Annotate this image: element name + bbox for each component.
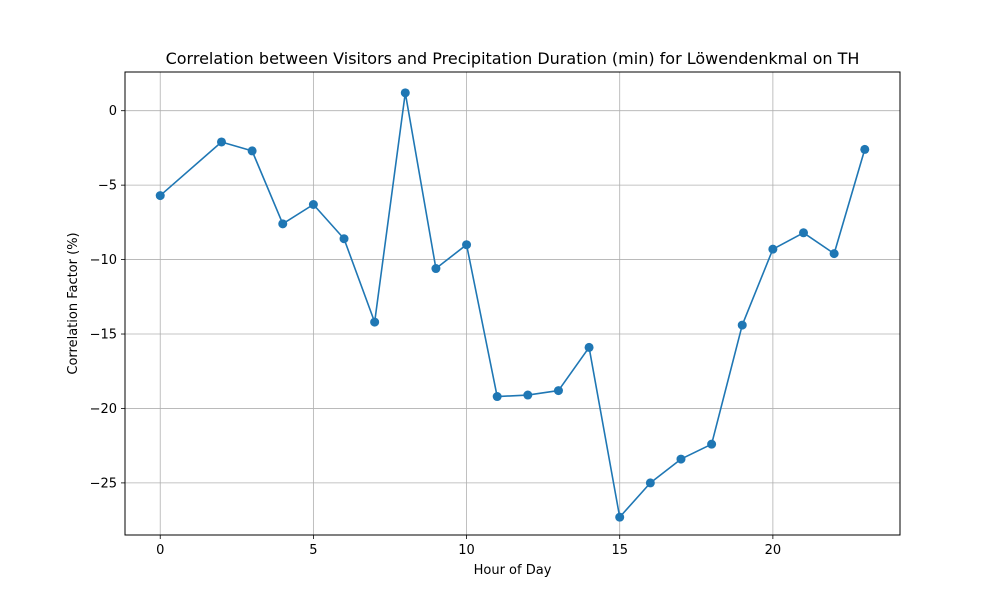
x-tick-label: 0 <box>156 543 164 558</box>
data-point <box>247 146 257 156</box>
data-point <box>339 234 349 244</box>
data-point <box>308 199 318 209</box>
data-point <box>155 191 165 201</box>
data-point <box>492 392 502 402</box>
y-tick-label: −10 <box>90 253 117 268</box>
data-point <box>737 320 747 330</box>
data-point <box>370 317 380 327</box>
axis-ticks: 0 5 10 15 20 0 −5 −10 −15 −20 −25 <box>90 104 782 558</box>
data-point <box>523 390 533 400</box>
chart-title: Correlation between Visitors and Precipi… <box>166 49 860 68</box>
x-tick-label: 5 <box>309 543 317 558</box>
y-tick-label: 0 <box>109 104 117 119</box>
data-point <box>860 144 870 154</box>
data-point <box>431 264 441 274</box>
data-point <box>829 249 839 259</box>
y-tick-label: −15 <box>90 328 117 343</box>
data-series <box>155 88 870 522</box>
data-point <box>615 512 625 522</box>
y-axis-label: Correlation Factor (%) <box>66 232 81 374</box>
data-point <box>768 244 778 254</box>
y-tick-label: −5 <box>98 179 117 194</box>
data-point <box>278 219 288 229</box>
y-tick-label: −25 <box>90 476 117 491</box>
data-point <box>462 240 472 250</box>
data-point <box>676 454 686 464</box>
data-point <box>799 228 809 238</box>
data-point <box>645 478 655 488</box>
data-point <box>216 137 226 147</box>
x-axis-label: Hour of Day <box>474 563 552 578</box>
data-point <box>400 88 410 98</box>
y-tick-label: −20 <box>90 402 117 417</box>
x-tick-label: 20 <box>765 543 782 558</box>
data-point <box>584 342 594 352</box>
data-point <box>553 386 563 396</box>
x-tick-label: 10 <box>458 543 475 558</box>
data-point <box>707 439 717 449</box>
plot-area-frame <box>124 71 901 536</box>
grid-lines <box>125 72 900 535</box>
x-tick-label: 15 <box>611 543 628 558</box>
